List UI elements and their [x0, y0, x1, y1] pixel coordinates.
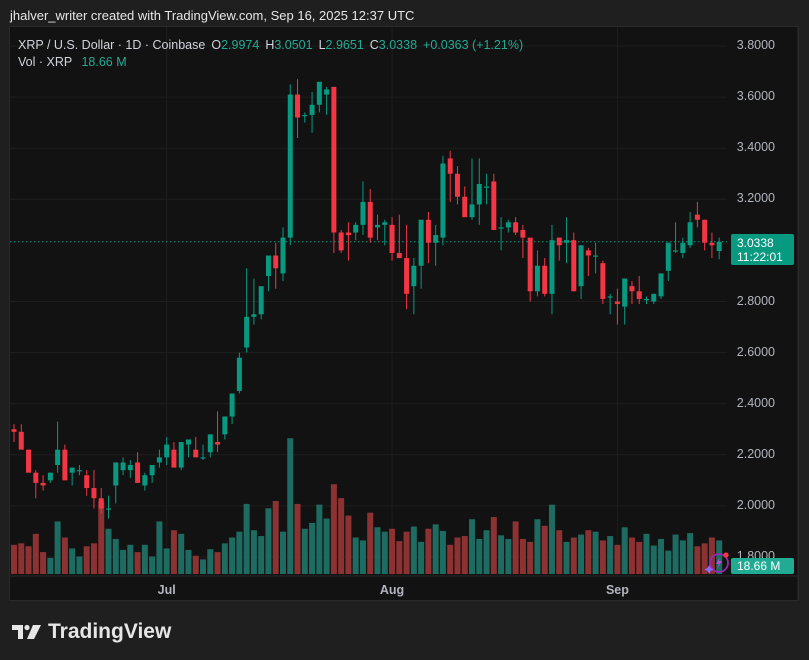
open-value: 2.9974 — [221, 38, 260, 52]
last-volume-tag: 18.66 M — [731, 558, 794, 574]
volume-value: 18.66 M — [81, 55, 127, 69]
chart-caption: jhalver_writer created with TradingView.… — [10, 8, 415, 23]
price-tick-label: 3.8000 — [736, 38, 775, 52]
open-label: O — [211, 38, 222, 52]
price-tick-label: 3.6000 — [736, 89, 775, 104]
low-label: L — [318, 38, 326, 52]
tradingview-logo[interactable]: TradingView — [12, 620, 171, 644]
last-price: 3.0338 — [737, 236, 774, 250]
time-tick-label: Sep — [605, 583, 629, 597]
price-tick-label: 3.4000 — [736, 140, 775, 155]
last-price-tag: 3.0338 11:22:01 — [731, 234, 794, 265]
high-label: H — [265, 38, 275, 52]
time-tick-label: Aug — [379, 583, 405, 597]
logo-text: TradingView — [48, 620, 172, 643]
ohlc-line: XRP / U.S. Dollar · 1D · Coinbase O2.9974… — [18, 37, 523, 54]
high-value: 3.0501 — [274, 38, 313, 52]
time-tick-label: Jul — [157, 583, 176, 597]
price-tick-label: 2.8000 — [736, 293, 775, 308]
low-value: 2.9651 — [325, 38, 364, 52]
lightning-icon[interactable] — [704, 551, 730, 575]
close-label: C — [369, 38, 379, 52]
volume-line: Vol · XRP 18.66 M — [18, 54, 523, 71]
price-tick-label: 3.2000 — [736, 191, 775, 206]
volume-label[interactable]: Vol · XRP — [18, 55, 72, 69]
price-tick-label: 2.0000 — [736, 497, 775, 512]
bar-countdown: 11:22:01 — [737, 250, 783, 264]
price-tick-label: 2.4000 — [736, 395, 775, 410]
chart-legend: XRP / U.S. Dollar · 1D · Coinbase O2.9974… — [18, 37, 523, 71]
symbol-info[interactable]: XRP / U.S. Dollar · 1D · Coinbase — [18, 38, 206, 52]
tradingview-logo-icon — [12, 624, 41, 639]
close-value: 3.0338 — [378, 38, 418, 52]
price-tick-label: 2.6000 — [736, 344, 775, 359]
price-tick-label: 2.2000 — [736, 446, 775, 461]
change-value: +0.0363 (+1.21%) — [423, 38, 524, 52]
